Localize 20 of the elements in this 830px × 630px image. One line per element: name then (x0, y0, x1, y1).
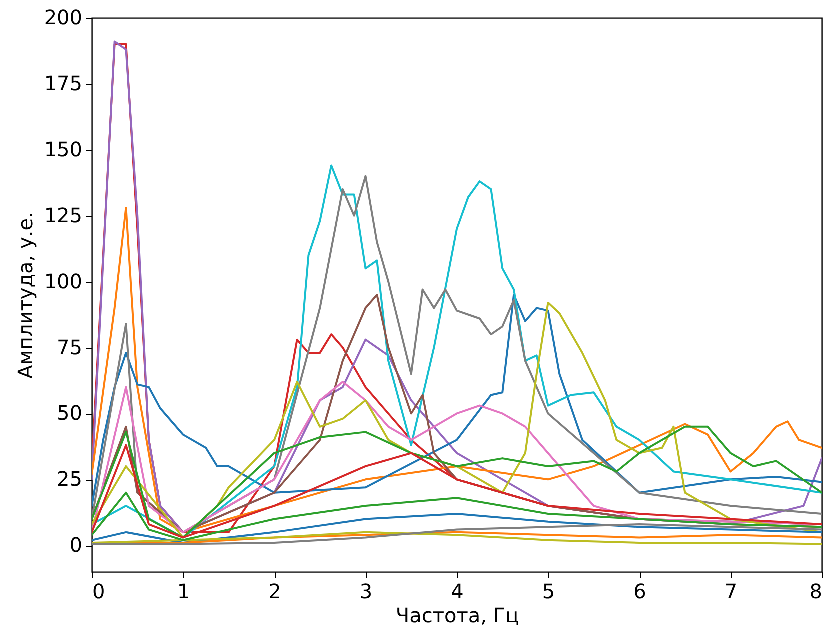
x-tick-label: 3 (360, 580, 373, 604)
y-tick-label: 25 (57, 467, 82, 492)
y-tick-label: 50 (57, 401, 82, 426)
y-tick-label: 0 (70, 533, 82, 558)
x-tick-label: 6 (634, 580, 646, 604)
y-tick-label: 175 (44, 71, 82, 96)
x-axis-title: Частота, Гц (396, 604, 520, 628)
y-tick-label: 125 (44, 203, 82, 228)
x-tick-label: 8 (810, 580, 822, 604)
x-tick-label: 2 (268, 580, 282, 604)
x-tick-label: 0 (92, 580, 106, 604)
y-tick-label: 100 (44, 269, 82, 294)
y-tick-label: 150 (44, 137, 82, 162)
y-axis-title: Амплитуда, у.е. (13, 212, 38, 379)
x-tick-label: 4 (451, 580, 464, 604)
x-tick-label: 1 (177, 580, 190, 604)
x-tick-label: 7 (724, 580, 738, 604)
y-tick-label: 200 (44, 6, 82, 30)
y-tick-label: 75 (57, 335, 82, 360)
x-tick-label: 5 (542, 580, 556, 604)
